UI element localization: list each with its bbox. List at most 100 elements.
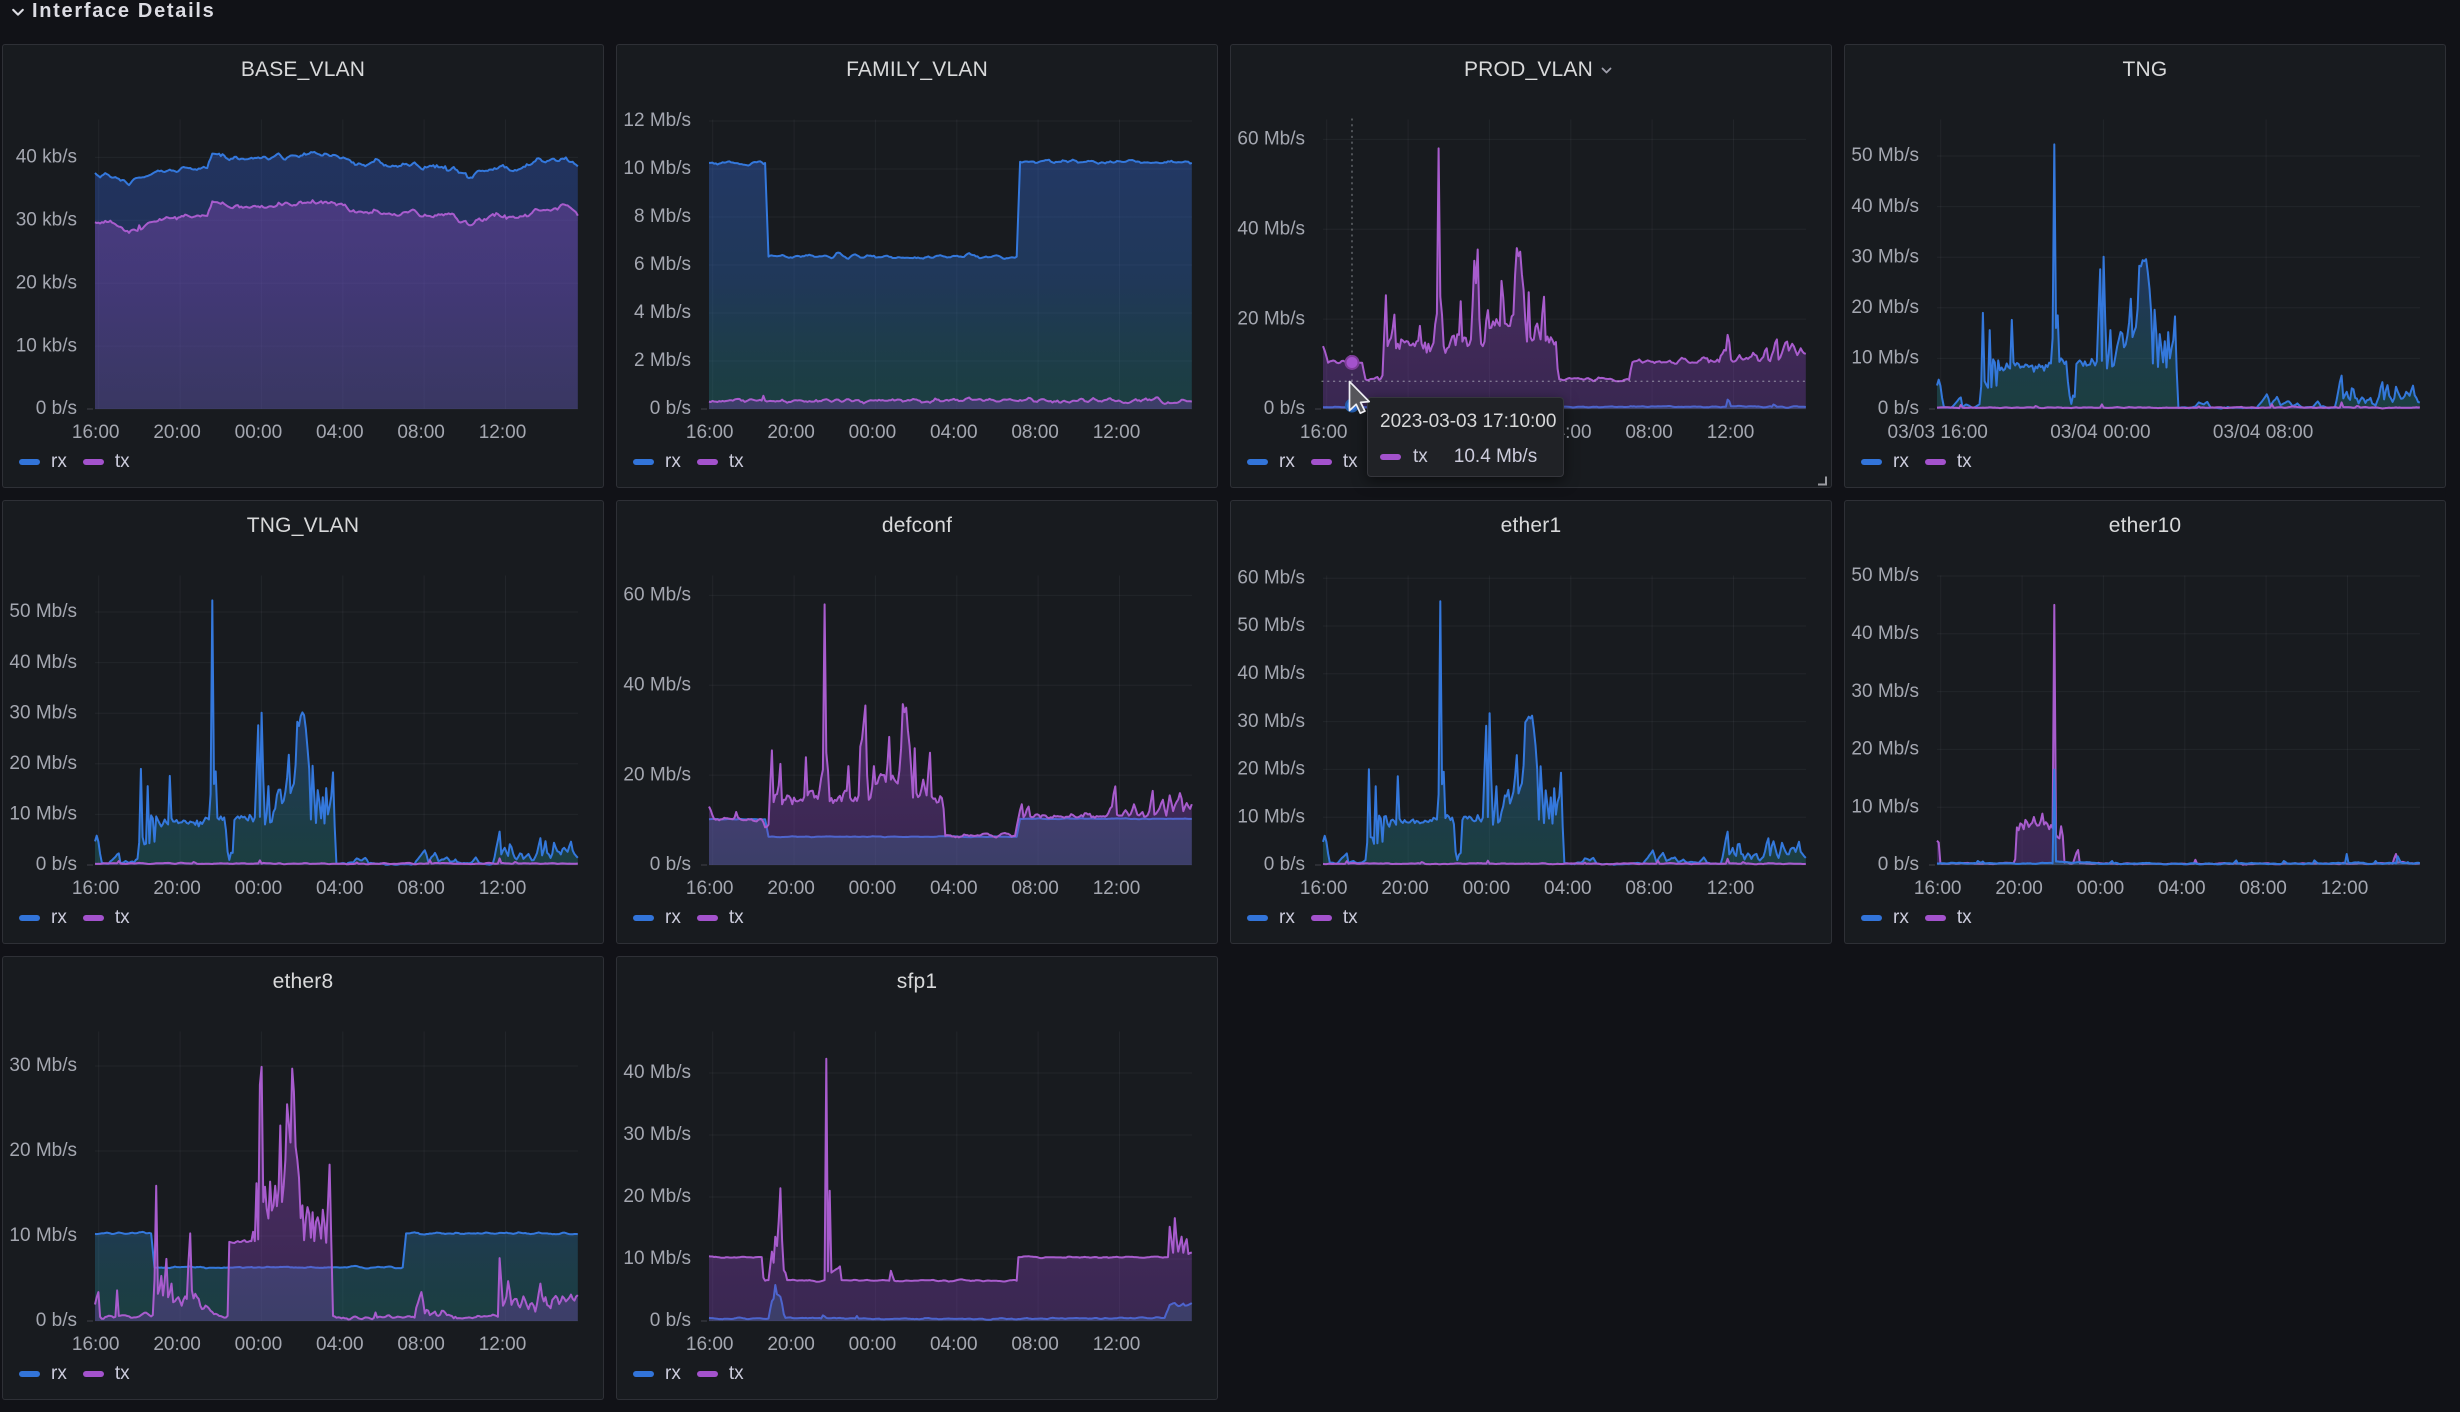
svg-text:40 Mb/s: 40 Mb/s [1237,219,1305,240]
svg-text:16:00: 16:00 [1300,878,1348,899]
svg-text:10 kb/s: 10 kb/s [16,335,77,356]
svg-text:08:00: 08:00 [397,1334,445,1355]
svg-text:20 kb/s: 20 kb/s [16,272,77,293]
svg-text:04:00: 04:00 [1544,878,1592,899]
svg-text:10 Mb/s: 10 Mb/s [623,158,691,179]
svg-text:40 Mb/s: 40 Mb/s [623,675,691,696]
svg-text:20:00: 20:00 [767,1334,815,1355]
svg-text:04:00: 04:00 [316,878,364,899]
svg-text:04:00: 04:00 [2158,878,2206,899]
svg-text:50 Mb/s: 50 Mb/s [1851,145,1919,166]
svg-text:0 b/s: 0 b/s [36,1310,77,1331]
svg-text:20 Mb/s: 20 Mb/s [623,764,691,785]
svg-text:00:00: 00:00 [849,422,897,443]
svg-text:60 Mb/s: 60 Mb/s [623,585,691,606]
svg-text:0 b/s: 0 b/s [1878,854,1919,875]
svg-text:16:00: 16:00 [72,878,120,899]
svg-text:0 b/s: 0 b/s [36,854,77,875]
svg-text:04:00: 04:00 [930,878,978,899]
svg-text:30 Mb/s: 30 Mb/s [1851,681,1919,702]
svg-text:20:00: 20:00 [153,1334,201,1355]
svg-text:08:00: 08:00 [1011,1334,1059,1355]
svg-text:08:00: 08:00 [1625,422,1673,443]
svg-text:16:00: 16:00 [1300,422,1348,443]
svg-text:20:00: 20:00 [153,422,201,443]
svg-text:10 Mb/s: 10 Mb/s [1237,806,1305,827]
svg-text:08:00: 08:00 [1625,878,1673,899]
svg-text:16:00: 16:00 [686,422,734,443]
svg-text:00:00: 00:00 [235,422,283,443]
svg-text:16:00: 16:00 [686,1334,734,1355]
svg-text:20:00: 20:00 [1381,878,1429,899]
svg-text:4 Mb/s: 4 Mb/s [634,302,691,323]
svg-text:50 Mb/s: 50 Mb/s [1851,565,1919,586]
svg-text:00:00: 00:00 [2077,878,2125,899]
svg-text:00:00: 00:00 [849,878,897,899]
svg-text:50 Mb/s: 50 Mb/s [9,601,77,622]
svg-text:08:00: 08:00 [1011,422,1059,443]
svg-text:12:00: 12:00 [2321,878,2369,899]
svg-text:20 Mb/s: 20 Mb/s [1851,739,1919,760]
svg-text:12 Mb/s: 12 Mb/s [623,110,691,131]
svg-text:40 Mb/s: 40 Mb/s [623,1062,691,1083]
svg-text:03/04 08:00: 03/04 08:00 [2213,422,2313,443]
svg-text:60 Mb/s: 60 Mb/s [1237,567,1305,588]
svg-text:30 kb/s: 30 kb/s [16,210,77,231]
svg-text:16:00: 16:00 [1914,878,1962,899]
svg-text:30 Mb/s: 30 Mb/s [623,1124,691,1145]
svg-text:12:00: 12:00 [1093,422,1141,443]
svg-text:00:00: 00:00 [235,878,283,899]
svg-text:12:00: 12:00 [479,878,527,899]
svg-text:00:00: 00:00 [235,1334,283,1355]
svg-text:12:00: 12:00 [479,1334,527,1355]
svg-text:00:00: 00:00 [1463,878,1511,899]
svg-text:03/04 00:00: 03/04 00:00 [2050,422,2150,443]
svg-text:20 Mb/s: 20 Mb/s [623,1186,691,1207]
svg-text:10 Mb/s: 10 Mb/s [1851,348,1919,369]
svg-text:20 Mb/s: 20 Mb/s [9,1140,77,1161]
svg-text:04:00: 04:00 [316,422,364,443]
svg-text:20 Mb/s: 20 Mb/s [9,753,77,774]
svg-text:30 Mb/s: 30 Mb/s [9,1055,77,1076]
svg-text:20 Mb/s: 20 Mb/s [1237,759,1305,780]
svg-text:0 b/s: 0 b/s [650,854,691,875]
svg-text:16:00: 16:00 [686,878,734,899]
svg-text:0 b/s: 0 b/s [1264,398,1305,419]
svg-text:50 Mb/s: 50 Mb/s [1237,615,1305,636]
svg-text:40 Mb/s: 40 Mb/s [1851,623,1919,644]
svg-text:0 b/s: 0 b/s [1264,854,1305,875]
svg-text:08:00: 08:00 [397,422,445,443]
svg-text:04:00: 04:00 [316,1334,364,1355]
svg-text:16:00: 16:00 [72,422,120,443]
svg-text:20 Mb/s: 20 Mb/s [1237,308,1305,329]
svg-text:12:00: 12:00 [1093,1334,1141,1355]
svg-text:04:00: 04:00 [930,1334,978,1355]
svg-text:08:00: 08:00 [1011,878,1059,899]
svg-text:30 Mb/s: 30 Mb/s [1851,246,1919,267]
svg-text:0 b/s: 0 b/s [650,398,691,419]
svg-text:60 Mb/s: 60 Mb/s [1237,129,1305,150]
svg-text:08:00: 08:00 [397,878,445,899]
svg-text:20:00: 20:00 [767,422,815,443]
svg-text:20:00: 20:00 [767,878,815,899]
svg-text:0 b/s: 0 b/s [1878,398,1919,419]
svg-text:20 Mb/s: 20 Mb/s [1851,297,1919,318]
svg-text:40 Mb/s: 40 Mb/s [1237,663,1305,684]
svg-text:8 Mb/s: 8 Mb/s [634,206,691,227]
svg-text:40 kb/s: 40 kb/s [16,147,77,168]
svg-text:12:00: 12:00 [1707,878,1755,899]
svg-text:10 Mb/s: 10 Mb/s [623,1248,691,1269]
svg-text:30 Mb/s: 30 Mb/s [1237,711,1305,732]
svg-text:30 Mb/s: 30 Mb/s [9,702,77,723]
svg-text:10 Mb/s: 10 Mb/s [1851,796,1919,817]
svg-text:20:00: 20:00 [153,878,201,899]
svg-text:10 Mb/s: 10 Mb/s [9,804,77,825]
svg-text:20:00: 20:00 [1995,878,2043,899]
svg-text:12:00: 12:00 [1707,422,1755,443]
svg-text:00:00: 00:00 [849,1334,897,1355]
svg-text:16:00: 16:00 [72,1334,120,1355]
svg-text:2 Mb/s: 2 Mb/s [634,350,691,371]
svg-text:40 Mb/s: 40 Mb/s [1851,196,1919,217]
svg-text:03/03 16:00: 03/03 16:00 [1888,422,1988,443]
svg-text:0 b/s: 0 b/s [650,1310,691,1331]
